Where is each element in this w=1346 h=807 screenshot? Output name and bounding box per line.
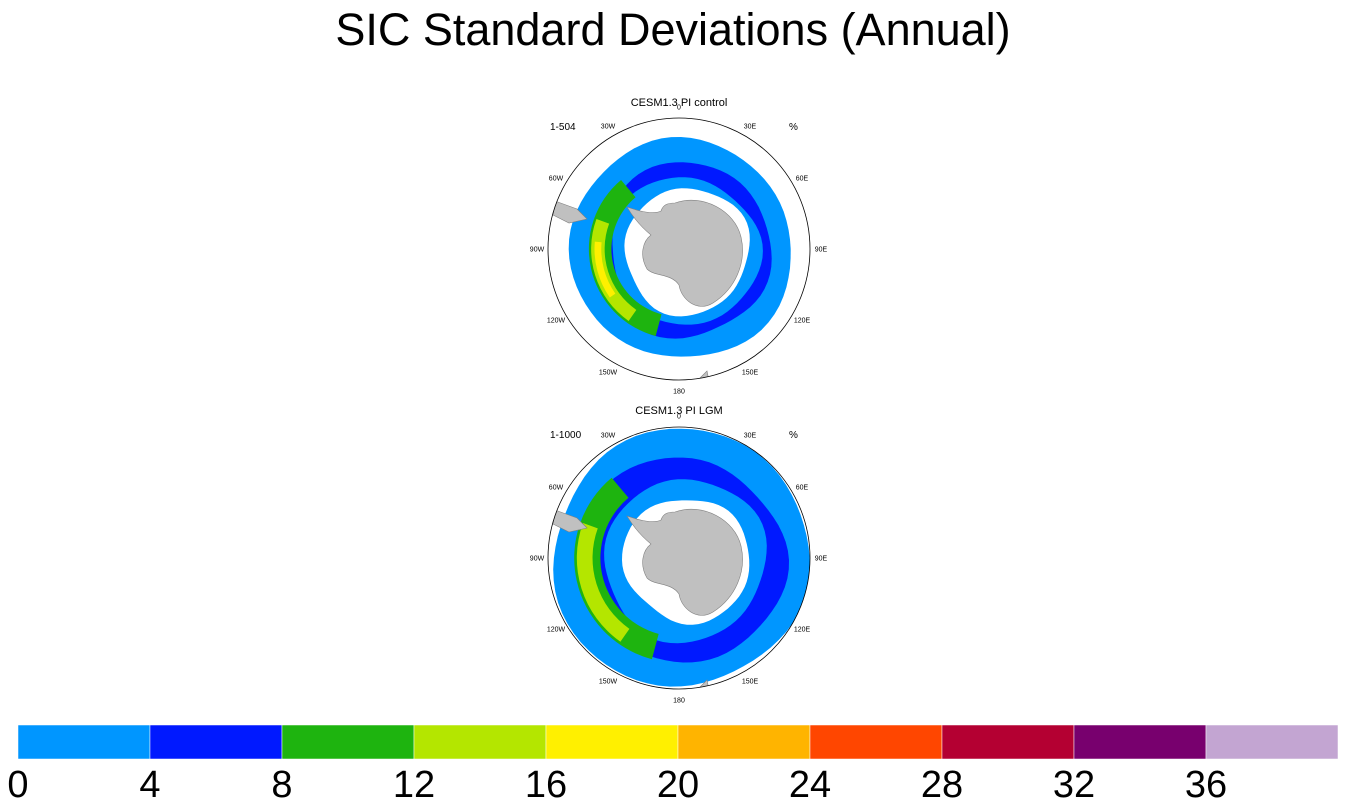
longitude-label: 90E [815, 556, 828, 563]
longitude-label: 0 [677, 414, 681, 421]
page-title: SIC Standard Deviations (Annual) [335, 4, 1011, 55]
colorbar-tick-label: 24 [789, 764, 831, 806]
longitude-label: 150E [742, 679, 759, 686]
sic-band-16-20 [594, 241, 616, 298]
longitude-label: 120W [547, 627, 566, 634]
longitude-label: 180 [673, 698, 685, 705]
colorbar-bin [281, 724, 415, 760]
longitude-label: 60W [549, 176, 564, 183]
colorbar-tick-label: 28 [921, 764, 963, 806]
panel-title: CESM1.3 PI LGM [635, 405, 722, 417]
longitude-label: 60E [796, 176, 809, 183]
colorbar-tick-label: 20 [657, 764, 699, 806]
longitude-label: 60E [796, 485, 809, 492]
colorbar-bin [149, 724, 283, 760]
colorbar-tick-label: 4 [139, 764, 160, 806]
colorbar-tick-label: 8 [271, 764, 292, 806]
longitude-label: 60W [549, 485, 564, 492]
panel-units: % [789, 122, 798, 133]
longitude-label: 30E [744, 433, 757, 440]
colorbar-bin [17, 724, 151, 760]
panel-units: % [789, 430, 798, 441]
colorbar-bin [677, 724, 811, 760]
longitude-label: 150W [599, 679, 618, 686]
longitude-label: 120W [547, 318, 566, 325]
map-field [548, 118, 810, 380]
longitude-label: 120E [794, 627, 811, 634]
colorbar: 0 4 8 12 16 20 24 28 32 36 [7, 724, 1339, 806]
panel-years: 1-1000 [550, 430, 582, 441]
longitude-label: 150E [742, 370, 759, 377]
longitude-label: 120E [794, 318, 811, 325]
map-panels: CESM1.3 PI control 1-504 % 0 30E 60E 90E 120E 15… [530, 97, 828, 705]
colorbar-tick-label: 12 [393, 764, 435, 806]
colorbar-tick-label: 36 [1185, 764, 1227, 806]
map-boundary [547, 117, 811, 381]
longitude-label: 30W [601, 433, 616, 440]
panel-years: 1-504 [550, 122, 576, 133]
map-field [548, 427, 810, 689]
longitude-label: 90W [530, 247, 545, 254]
colorbar-bin [413, 724, 547, 760]
colorbar-bin [1073, 724, 1207, 760]
antarctica-land [626, 199, 743, 307]
colorbar-bin [1205, 724, 1339, 760]
sic-band-12-16 [591, 218, 637, 321]
map-panel-lgm: CESM1.3 PI LGM 1-1000 % 0 30E 60E 90E 120E 150E 1… [530, 405, 828, 705]
colorbar-tick-label: 16 [525, 764, 567, 806]
longitude-label: 150W [599, 370, 618, 377]
colorbar-bin [941, 724, 1075, 760]
sic-band-12-16 [576, 523, 630, 642]
colorbar-bin [809, 724, 943, 760]
longitude-label: 90W [530, 556, 545, 563]
colorbar-tick-label: 32 [1053, 764, 1095, 806]
map-panel-pi-control: CESM1.3 PI control 1-504 % 0 30E 60E 90E 120E 15… [530, 97, 828, 396]
longitude-label: 0 [677, 105, 681, 112]
panel-title: CESM1.3 PI control [631, 97, 728, 109]
longitude-label: 30W [601, 124, 616, 131]
longitude-label: 180 [673, 389, 685, 396]
longitude-label: 30E [744, 124, 757, 131]
antarctica-land [626, 508, 743, 616]
colorbar-tick-label: 0 [7, 764, 28, 806]
longitude-label: 90E [815, 247, 828, 254]
colorbar-bin [545, 724, 679, 760]
map-boundary [547, 426, 811, 690]
